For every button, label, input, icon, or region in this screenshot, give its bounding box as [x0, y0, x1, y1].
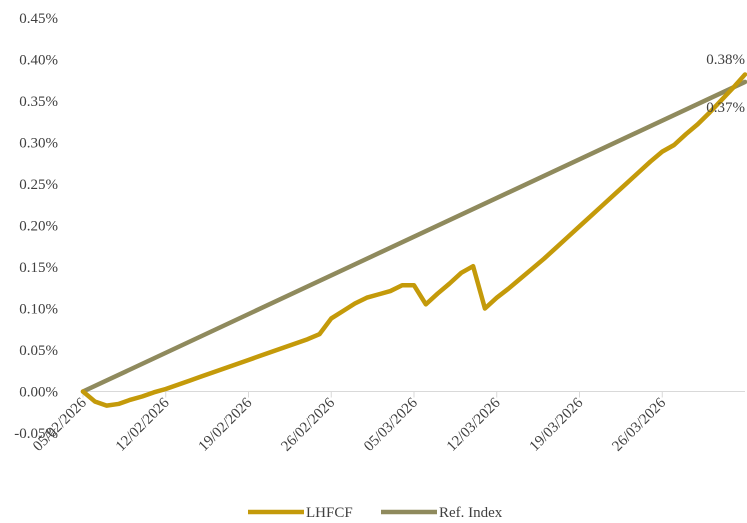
y-tick-label: 0.10% [19, 302, 58, 318]
y-tick-label: 0.00% [19, 385, 58, 401]
x-tick-label: 05/03/2026 [361, 395, 421, 455]
y-tick-label: 0.45% [19, 11, 58, 27]
y-tick-label: 0.20% [19, 219, 58, 235]
y-tick-label: 0.15% [19, 260, 58, 276]
y-tick-label: 0.05% [19, 343, 58, 359]
x-tick-label: 05/02/2026 [30, 395, 90, 455]
x-tick-label: 19/03/2026 [527, 395, 587, 455]
x-tick-label: 12/03/2026 [444, 395, 504, 455]
end-label-lhfcf: 0.38% [706, 52, 745, 68]
series-layer [80, 72, 747, 408]
end-label-ref-index: 0.37% [706, 100, 745, 116]
legend-label-lhfcf: LHFCF [306, 505, 353, 521]
series-line-lhfcf [80, 72, 747, 408]
x-axis: 05/02/2026 12/02/2026 19/02/2026 26/02/2026… [30, 391, 745, 455]
y-tick-label: 0.35% [19, 94, 58, 110]
series-line-ref-index [80, 79, 747, 394]
legend: LHFCF Ref. Index [248, 505, 503, 521]
y-axis-tick-labels: -0.05% 0.00% 0.05% 0.10% 0.15% 0.20% 0.25% 0.30… [14, 11, 58, 442]
y-tick-label: -0.05% [14, 426, 58, 442]
y-tick-label: 0.30% [19, 136, 58, 152]
y-tick-label: 0.25% [19, 177, 58, 193]
y-tick-label: 0.40% [19, 53, 58, 69]
end-labels: 0.38% 0.37% [706, 52, 745, 116]
x-tick-label: 19/02/2026 [196, 395, 256, 455]
legend-label-ref-index: Ref. Index [439, 505, 503, 521]
x-tick-label: 26/02/2026 [278, 395, 338, 455]
x-tick-label: 26/03/2026 [609, 395, 669, 455]
